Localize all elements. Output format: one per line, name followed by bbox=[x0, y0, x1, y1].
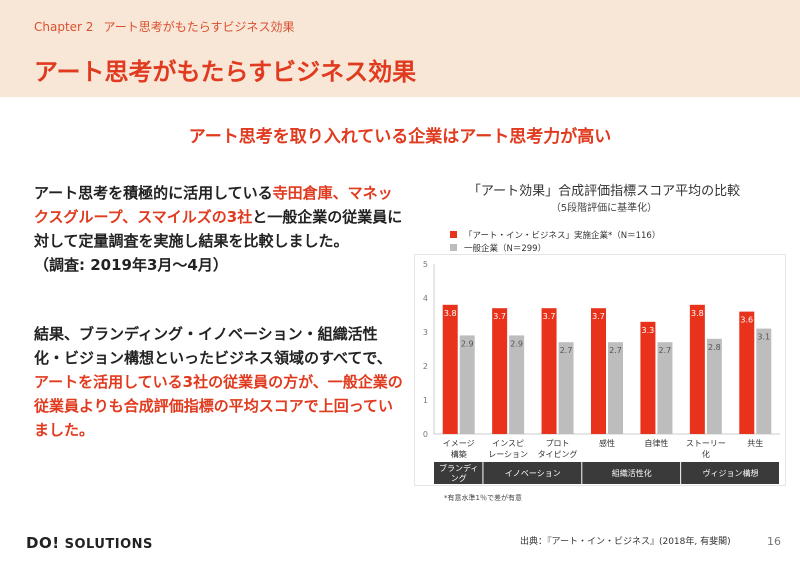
header-band: Chapter 2 アート思考がもたらすビジネス効果 アート思考がもたらすビジネス… bbox=[0, 0, 800, 97]
bar-value-label: 3.8 bbox=[691, 309, 704, 318]
chart-footnote: *有意水準1％で差が有意 bbox=[444, 493, 522, 502]
x-category-label: 化 bbox=[702, 449, 710, 459]
bar-value-label: 3.8 bbox=[444, 309, 457, 318]
bar-value-label: 2.7 bbox=[560, 346, 573, 355]
bar-general-company bbox=[756, 328, 772, 434]
chapter-label: Chapter 2 アート思考がもたらすビジネス効果 bbox=[34, 18, 294, 35]
x-category-label: プロト bbox=[546, 439, 570, 448]
x-category-label: 感性 bbox=[599, 438, 615, 448]
legend-label: 一般企業（N＝299） bbox=[464, 243, 546, 254]
result-paragraph: 結果、ブランディング・イノベーション・組織活性化・ビジョン構想といったビジネス領… bbox=[34, 322, 406, 442]
intro-paragraph: アート思考を積極的に活用している寺田倉庫、マネックスグループ、スマイルズの3社と… bbox=[34, 181, 406, 277]
bar-value-label: 3.7 bbox=[592, 312, 605, 321]
bar-general-company bbox=[558, 342, 574, 434]
y-tick-label: 5 bbox=[423, 260, 428, 269]
logo-mark: DO! bbox=[26, 534, 60, 552]
x-category-label: レーション bbox=[488, 450, 528, 459]
x-category-label: 共生 bbox=[747, 438, 763, 448]
bar-value-label: 2.7 bbox=[659, 346, 672, 355]
bar-value-label: 2.7 bbox=[609, 346, 622, 355]
bar-value-label: 2.9 bbox=[510, 339, 523, 348]
survey-period: （調査: 2019年3月〜4月） bbox=[34, 256, 228, 274]
chapter-number: Chapter 2 bbox=[34, 20, 94, 34]
x-category-label: 構築 bbox=[451, 449, 467, 459]
bar-value-label: 2.8 bbox=[708, 343, 721, 352]
legend-swatch bbox=[450, 244, 457, 251]
group-label: ング bbox=[451, 473, 467, 483]
y-tick-label: 2 bbox=[423, 362, 428, 371]
bar-value-label: 3.7 bbox=[543, 312, 556, 321]
chart-frame bbox=[414, 254, 786, 486]
intro-text-1: アート思考を積極的に活用している bbox=[34, 184, 273, 202]
bar-art-company bbox=[541, 308, 557, 434]
y-tick-label: 3 bbox=[423, 328, 428, 337]
group-band bbox=[434, 462, 483, 484]
bar-art-company bbox=[442, 304, 458, 434]
bar-general-company bbox=[608, 342, 623, 434]
group-label: ブランディ bbox=[439, 463, 478, 473]
y-tick-label: 1 bbox=[423, 396, 428, 405]
bar-chart: 「アート・イン・ビジネス」実施企業*（N＝116） 一般企業（N＝299） 0 1 2 3… bbox=[423, 230, 780, 502]
legend-swatch bbox=[450, 231, 457, 238]
page-title: アート思考がもたらすビジネス効果 bbox=[34, 58, 417, 86]
chart-subtitle: （5段階評価に基準化） bbox=[550, 203, 658, 214]
bar-value-label: 3.1 bbox=[757, 333, 770, 342]
result-highlight: アートを活用している3社の従業員の方が、一般企業の従業員よりも合成評価指標の平均… bbox=[34, 373, 403, 439]
x-category-label: イメージ bbox=[443, 439, 475, 448]
y-tick-label: 4 bbox=[423, 294, 428, 303]
group-label: イノベーション bbox=[505, 469, 561, 478]
source-citation: 出典：『アート・イン・ビジネス』(2018年, 有斐閣) bbox=[520, 537, 731, 547]
group-band bbox=[681, 462, 779, 484]
group-label: ヴィジョン構想 bbox=[703, 468, 759, 478]
bar-general-company bbox=[509, 335, 525, 434]
bar-value-label: 3.6 bbox=[740, 316, 753, 325]
group-band bbox=[582, 462, 681, 484]
bar-general-company bbox=[657, 342, 673, 434]
x-category-label: 自律性 bbox=[644, 438, 668, 448]
page-number: 16 bbox=[767, 535, 781, 548]
bar-general-company bbox=[459, 335, 475, 434]
bar-value-label: 3.7 bbox=[493, 312, 506, 321]
group-label: 組織活性化 bbox=[612, 468, 652, 478]
legend-label: 「アート・イン・ビジネス」実施企業*（N＝116） bbox=[464, 230, 660, 241]
bar-general-company bbox=[706, 338, 722, 434]
intro-text-2: と一般企業の従業員に対して定量調査を実施し結果を比較しました。 bbox=[34, 208, 403, 250]
x-category-label: インスピ bbox=[492, 439, 524, 448]
x-category-label: タイピング bbox=[538, 449, 578, 459]
result-text-1: 結果、ブランディング・イノベーション・組織活性化・ビジョン構想といったビジネス領… bbox=[34, 325, 392, 367]
x-category-label: ストーリー bbox=[686, 439, 726, 448]
bar-value-label: 2.9 bbox=[461, 339, 474, 348]
slide-subtitle: アート思考を取り入れている企業はアート思考力が高い bbox=[188, 127, 612, 147]
chapter-title: アート思考がもたらすビジネス効果 bbox=[103, 20, 295, 34]
bar-art-company bbox=[492, 308, 508, 434]
bar-art-company bbox=[591, 308, 606, 434]
group-band bbox=[483, 462, 582, 484]
chart-title: 「アート効果」合成評価指標スコア平均の比較 bbox=[467, 184, 741, 199]
logo: DO! SOLUTIONS bbox=[26, 534, 153, 552]
bar-value-label: 3.3 bbox=[642, 326, 655, 335]
y-tick-label: 0 bbox=[423, 430, 428, 439]
intro-companies: 寺田倉庫、マネックスグループ、スマイルズの3社 bbox=[34, 184, 393, 226]
bar-art-company bbox=[739, 311, 755, 434]
logo-text: SOLUTIONS bbox=[64, 537, 153, 552]
bar-art-company bbox=[640, 321, 656, 434]
bar-art-company bbox=[689, 304, 705, 434]
